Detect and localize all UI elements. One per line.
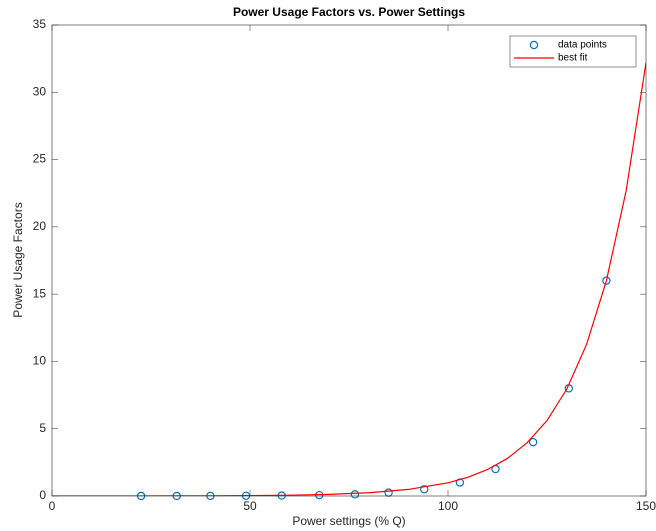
legend-label: data points <box>558 40 607 51</box>
legend-marker <box>529 40 539 50</box>
y-tick-label: 15 <box>33 286 47 300</box>
data-point <box>420 485 429 494</box>
y-tick-label: 0 <box>39 488 46 502</box>
x-tick-label: 50 <box>243 499 257 513</box>
y-tick-label: 20 <box>33 219 47 233</box>
data-point <box>350 490 360 499</box>
x-tick-label: 150 <box>636 499 656 513</box>
x-tick-label: 0 <box>49 499 56 513</box>
axes-box <box>51 24 647 497</box>
x-axis-label: Power settings (% Q) <box>292 514 405 528</box>
x-tick-label: 100 <box>438 499 458 513</box>
y-tick-label: 10 <box>33 354 47 368</box>
legend-box <box>509 35 637 68</box>
y-tick-label: 5 <box>39 421 46 435</box>
data-point <box>528 437 538 447</box>
y-axis-label: Power Usage Factors <box>11 202 25 317</box>
chart-title: Power Usage Factors vs. Power Settings <box>233 5 465 19</box>
y-tick-label: 30 <box>33 84 47 98</box>
y-tick-label: 35 <box>33 17 47 31</box>
legend-label: best fit <box>558 53 588 64</box>
data-point <box>602 276 611 285</box>
y-tick-label: 25 <box>33 152 47 166</box>
plot-area <box>52 25 646 496</box>
